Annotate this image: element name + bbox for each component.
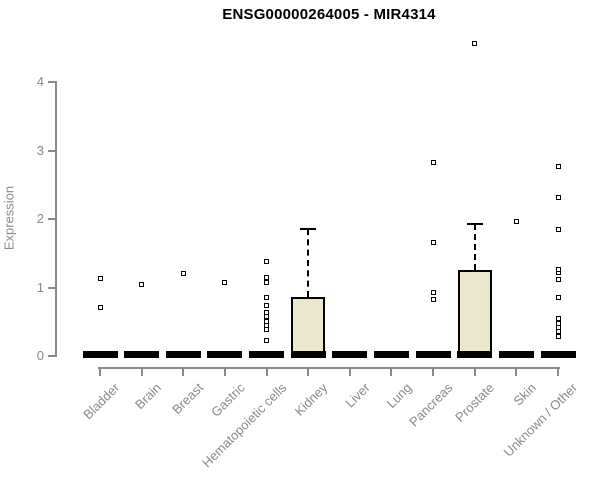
y-axis-line xyxy=(55,81,57,357)
outlier-point xyxy=(555,320,561,326)
x-tick-label: Skin xyxy=(510,380,539,409)
outlier-point xyxy=(430,296,436,302)
x-tick-label: Bladder xyxy=(80,380,123,423)
boxplot-median xyxy=(373,351,409,358)
boxplot-median xyxy=(290,351,326,358)
chart-title: ENSG00000264005 - MIR4314 xyxy=(222,6,436,23)
outlier-point xyxy=(555,194,561,200)
y-tick xyxy=(48,355,56,357)
boxplot-whisker xyxy=(473,223,476,270)
outlier-point xyxy=(222,279,228,285)
outlier-point xyxy=(555,163,561,169)
outlier-point xyxy=(97,304,103,310)
boxplot-median xyxy=(249,351,285,358)
outlier-point xyxy=(264,319,270,325)
outlier-point xyxy=(430,240,436,246)
outlier-point xyxy=(264,303,270,309)
x-axis-line xyxy=(98,367,560,369)
x-tick xyxy=(182,367,185,376)
y-tick-label: 1 xyxy=(36,279,44,295)
boxplot-median xyxy=(165,351,201,358)
x-tick xyxy=(557,367,559,376)
boxplot-box xyxy=(291,297,326,356)
outlier-point xyxy=(264,309,270,315)
boxplot-median xyxy=(415,351,451,358)
outlier-point xyxy=(264,258,270,264)
x-tick xyxy=(432,367,435,376)
x-tick xyxy=(265,367,268,376)
boxplot-whisker-cap xyxy=(300,227,317,230)
x-tick-label: Brain xyxy=(132,380,165,413)
outlier-point xyxy=(97,276,103,282)
y-tick xyxy=(48,286,56,289)
outlier-point xyxy=(555,295,561,301)
outlier-point xyxy=(555,334,561,340)
y-tick-label: 2 xyxy=(36,211,44,226)
boxplot-whisker xyxy=(307,228,310,298)
x-tick-label: Liver xyxy=(341,380,373,411)
y-tick-label: 3 xyxy=(36,142,44,158)
outlier-point xyxy=(264,337,270,343)
boxplot-median xyxy=(498,351,534,358)
y-tick-label: 4 xyxy=(36,74,44,89)
x-tick xyxy=(140,367,143,376)
boxplot-median xyxy=(332,351,368,358)
x-tick xyxy=(390,367,393,376)
outlier-point xyxy=(430,289,436,295)
x-tick xyxy=(348,367,351,376)
x-tick-label: Lung xyxy=(383,380,415,412)
outlier-point xyxy=(555,315,561,321)
outlier-point xyxy=(513,219,519,225)
boxplot-whisker-cap xyxy=(466,222,483,225)
y-tick xyxy=(48,149,56,152)
outlier-point xyxy=(264,274,270,280)
outlier-point xyxy=(139,281,145,287)
x-tick xyxy=(223,367,226,376)
x-tick-label: Unknown / Other xyxy=(501,380,581,460)
outlier-point xyxy=(180,270,186,276)
boxplot-median xyxy=(457,351,493,358)
x-tick-label: Prostate xyxy=(452,380,498,425)
y-tick xyxy=(48,218,56,220)
boxplot-box xyxy=(457,269,492,356)
x-tick-label: Pancreas xyxy=(406,380,456,430)
x-tick xyxy=(515,367,518,376)
x-tick-label: Breast xyxy=(168,380,206,418)
outlier-point xyxy=(264,314,270,320)
y-tick-label: 0 xyxy=(36,348,44,363)
boxplot-median xyxy=(207,351,243,358)
boxplot-median xyxy=(124,351,160,358)
outlier-point xyxy=(430,160,436,166)
y-tick xyxy=(48,81,56,83)
outlier-point xyxy=(264,279,270,285)
outlier-point xyxy=(555,227,561,233)
outlier-point xyxy=(264,294,270,300)
x-tick-label: Gastric xyxy=(207,380,248,420)
x-tick xyxy=(99,367,101,376)
outlier-point xyxy=(555,266,561,272)
x-tick xyxy=(307,367,310,376)
outlier-point xyxy=(555,276,561,282)
outlier-point xyxy=(472,41,478,47)
x-tick xyxy=(473,367,476,376)
x-tick-label: Kidney xyxy=(292,380,331,419)
boxplot-median xyxy=(82,351,118,358)
outlier-point xyxy=(555,325,561,331)
boxplot-median xyxy=(540,351,576,358)
